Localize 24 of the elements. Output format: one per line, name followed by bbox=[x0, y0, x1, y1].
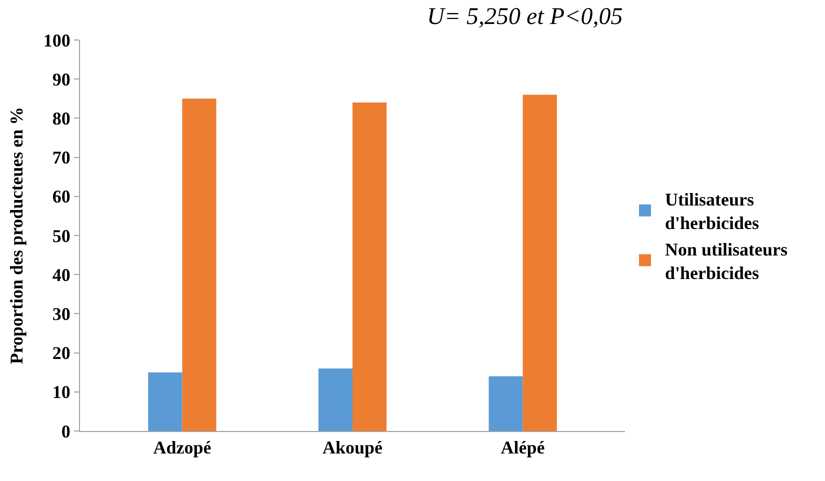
bar bbox=[318, 368, 352, 431]
text: U= 5,250 et P<0,05 bbox=[427, 4, 623, 30]
legend-label: Non utilisateurs d'herbicides bbox=[665, 240, 788, 283]
bar bbox=[182, 98, 216, 431]
x-tick-label: Adzopé bbox=[153, 438, 212, 458]
y-tick-label: 10 bbox=[52, 382, 70, 402]
y-tick-label: 100 bbox=[43, 30, 70, 50]
legend-label: Utilisateurs d'herbicides bbox=[665, 190, 760, 234]
x-tick-label: Alépé bbox=[500, 438, 545, 458]
y-tick-label: 60 bbox=[52, 186, 70, 207]
y-tick-label: 0 bbox=[61, 421, 70, 442]
y-tick-label: 80 bbox=[52, 108, 70, 128]
x-tick-label: Akoupé bbox=[322, 438, 383, 458]
bar bbox=[522, 94, 557, 431]
y-tick-label: 90 bbox=[52, 69, 70, 90]
bar bbox=[148, 372, 182, 431]
y-axis-title: Proportion des producteues en % bbox=[6, 106, 27, 364]
y-tick-label: 30 bbox=[52, 304, 70, 324]
y-tick-label: 70 bbox=[52, 148, 70, 168]
bar bbox=[488, 376, 523, 431]
y-tick-label: 20 bbox=[52, 343, 70, 364]
y-tick-label: 50 bbox=[52, 226, 70, 246]
bar bbox=[352, 102, 387, 431]
y-tick-label: 40 bbox=[52, 264, 70, 285]
